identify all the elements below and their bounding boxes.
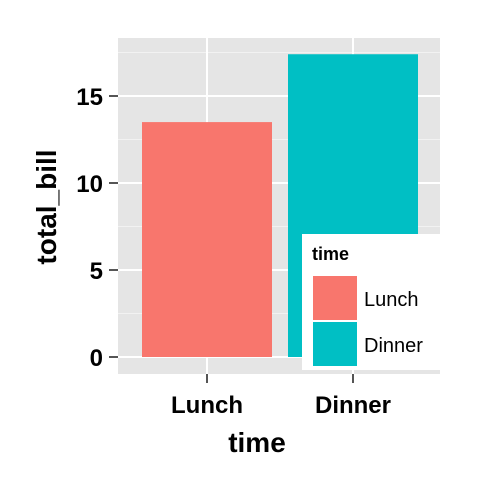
x-tick-label: Lunch	[171, 392, 243, 419]
legend: time Lunch Dinner	[302, 234, 442, 370]
y-tick-label: 15	[76, 84, 103, 111]
bars	[142, 54, 418, 358]
x-tick-label: Dinner	[315, 392, 391, 419]
legend-key-lunch	[311, 274, 359, 322]
y-tick-label: 5	[90, 258, 103, 285]
y-tick-label: 10	[76, 171, 103, 198]
bar-lunch	[142, 122, 272, 357]
y-axis-title: total_bill	[31, 149, 62, 264]
x-axis-title: time	[228, 427, 286, 458]
y-tick-label: 0	[90, 345, 103, 372]
y-axis: 0 5 10 15	[76, 84, 118, 372]
legend-key-dinner	[311, 320, 359, 368]
legend-title: time	[312, 244, 349, 264]
legend-label: Lunch	[364, 289, 419, 311]
x-axis: Lunch Dinner	[171, 374, 391, 419]
legend-label: Dinner	[364, 335, 423, 357]
